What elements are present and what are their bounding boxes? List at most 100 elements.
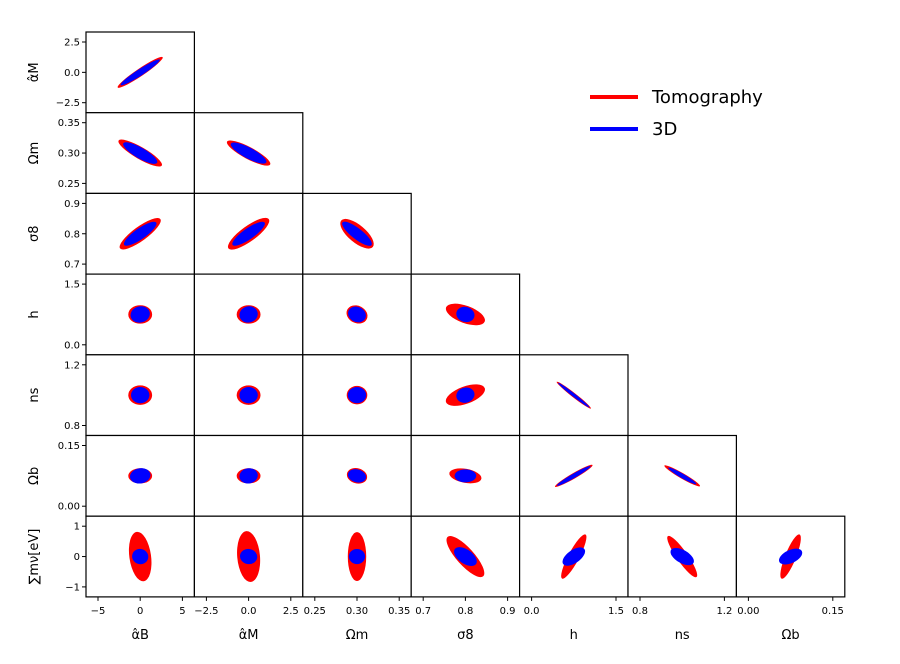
- y-axis-label: σ8: [27, 225, 42, 242]
- x-tick-label: 1.2: [716, 606, 732, 617]
- x-tick-label: 0.0: [524, 606, 540, 617]
- x-tick-label: −2.5: [194, 606, 218, 617]
- x-tick-label: 0.25: [304, 606, 326, 617]
- x-axis-label: α̂B: [131, 628, 149, 643]
- y-axis-label: ∑mν[eV]: [27, 529, 42, 585]
- legend-label: 3D: [652, 119, 677, 140]
- ellipse-3d: [348, 548, 366, 565]
- panel-5-2: [302, 354, 412, 437]
- panel-3-0: 0.9 0.8 0.7 σ8: [27, 192, 196, 275]
- panel-7-2: 0.25 0.30 0.35 Ωm: [302, 515, 412, 643]
- ellipse-3d: [130, 306, 150, 323]
- x-tick-label: 0.8: [457, 606, 473, 617]
- panel-5-4: [518, 354, 629, 437]
- y-tick-label: 1: [74, 522, 80, 533]
- panel-6-1: [193, 434, 304, 517]
- panel-2-1: [193, 112, 304, 194]
- panel-7-0: 1 0 −1 ∑mν[eV] −5 0 5 α̂B: [27, 515, 196, 643]
- ellipse-3d: [230, 142, 267, 164]
- panel-7-4: 0.0 1.5 h: [518, 515, 629, 643]
- y-tick-label: 2.5: [64, 38, 80, 49]
- x-tick-label: 1.5: [608, 606, 624, 617]
- panel-6-4: [518, 434, 629, 517]
- y-tick-label: 1.5: [64, 280, 80, 291]
- ellipse-3d: [120, 59, 160, 86]
- legend: Tomography 3D: [590, 87, 763, 140]
- ellipse-3d: [454, 469, 477, 483]
- panel-6-3: [410, 434, 521, 517]
- ellipse-3d: [347, 469, 367, 483]
- y-tick-label: 0.9: [64, 199, 80, 210]
- panel-7-3: 0.7 0.8 0.9 σ8: [410, 515, 521, 643]
- ellipse-3d: [348, 306, 366, 323]
- y-axis-label: α̂M: [27, 62, 42, 82]
- y-tick-label: 0.25: [58, 179, 80, 190]
- y-axis-label: Ωm: [27, 142, 42, 165]
- panel-5-3: [410, 354, 521, 437]
- panels: 2.5 0.0 −2.5 α̂M 0.35 0.30 0.25 Ωm 0.9 0.8 0.7 σ8 1.…: [27, 31, 846, 643]
- ellipse-3d: [239, 387, 258, 404]
- panel-3-2: [302, 192, 412, 275]
- panel-7-5: 0.8 1.2 ns: [627, 515, 738, 643]
- ellipse-3d: [562, 547, 586, 566]
- panel-5-1: [193, 354, 304, 437]
- x-tick-label: −5: [91, 606, 106, 617]
- panel-2-0: 0.35 0.30 0.25 Ωm: [27, 112, 196, 194]
- ellipse-3d: [342, 221, 372, 246]
- y-axis-label: ns: [27, 387, 42, 402]
- y-tick-label: 0.0: [64, 68, 80, 79]
- panel-7-6: 0.00 0.15 Ωb: [735, 515, 846, 643]
- panel-frame: [735, 515, 846, 598]
- ellipse-3d: [123, 221, 157, 246]
- ellipse-3d: [557, 382, 590, 408]
- x-axis-label: ns: [675, 628, 690, 643]
- ellipse-3d: [232, 221, 265, 246]
- panel-3-1: [193, 192, 304, 275]
- ellipse-3d: [129, 468, 151, 484]
- panel-6-0: 0.15 0.00 Ωb: [27, 434, 196, 517]
- ellipse-3d: [132, 548, 149, 565]
- legend-entry-tomography: Tomography: [590, 87, 763, 108]
- y-tick-label: 0: [74, 552, 80, 563]
- y-tick-label: 1.2: [64, 360, 80, 371]
- panel-4-3: [410, 273, 521, 356]
- x-axis-label: Ωb: [782, 628, 800, 643]
- x-tick-label: 0.8: [632, 606, 648, 617]
- x-axis-label: σ8: [457, 628, 474, 643]
- x-tick-label: 0.15: [822, 606, 844, 617]
- x-tick-label: 0.35: [388, 606, 410, 617]
- ellipse-3d: [130, 387, 150, 404]
- panel-4-1: [193, 273, 304, 356]
- panel-4-2: [302, 273, 412, 356]
- y-tick-label: 0.8: [64, 421, 80, 432]
- ellipse-3d: [778, 548, 803, 565]
- ellipse-3d: [670, 547, 694, 566]
- ellipse-3d: [556, 465, 591, 486]
- y-tick-label: 0.0: [64, 340, 80, 351]
- x-axis-label: Ωm: [346, 628, 369, 643]
- ellipse-3d: [347, 387, 367, 404]
- x-axis-label: α̂M: [239, 628, 259, 643]
- ellipse-3d: [239, 468, 258, 484]
- panel-6-5: [627, 434, 738, 517]
- x-tick-label: 0: [137, 606, 143, 617]
- x-tick-label: 0.00: [737, 606, 759, 617]
- panel-5-0: 1.2 0.8 ns: [27, 354, 196, 437]
- x-tick-label: 0.9: [500, 606, 516, 617]
- y-axis-label: Ωb: [27, 467, 42, 485]
- y-tick-label: 0.8: [64, 229, 80, 240]
- x-tick-label: 0.30: [346, 606, 368, 617]
- y-tick-label: 0.30: [58, 149, 80, 160]
- ellipse-3d: [239, 306, 258, 323]
- legend-label: Tomography: [651, 87, 763, 108]
- y-tick-label: 0.00: [58, 502, 80, 513]
- y-tick-label: 0.15: [58, 441, 80, 452]
- ellipse-3d: [456, 387, 475, 403]
- x-tick-label: 0.0: [241, 606, 257, 617]
- x-tick-label: 0.7: [415, 606, 431, 617]
- ellipse-3d: [456, 306, 475, 323]
- ellipse-3d: [123, 142, 158, 164]
- panel-4-0: 1.5 0.0 h: [27, 273, 196, 356]
- y-tick-label: −1: [65, 582, 80, 593]
